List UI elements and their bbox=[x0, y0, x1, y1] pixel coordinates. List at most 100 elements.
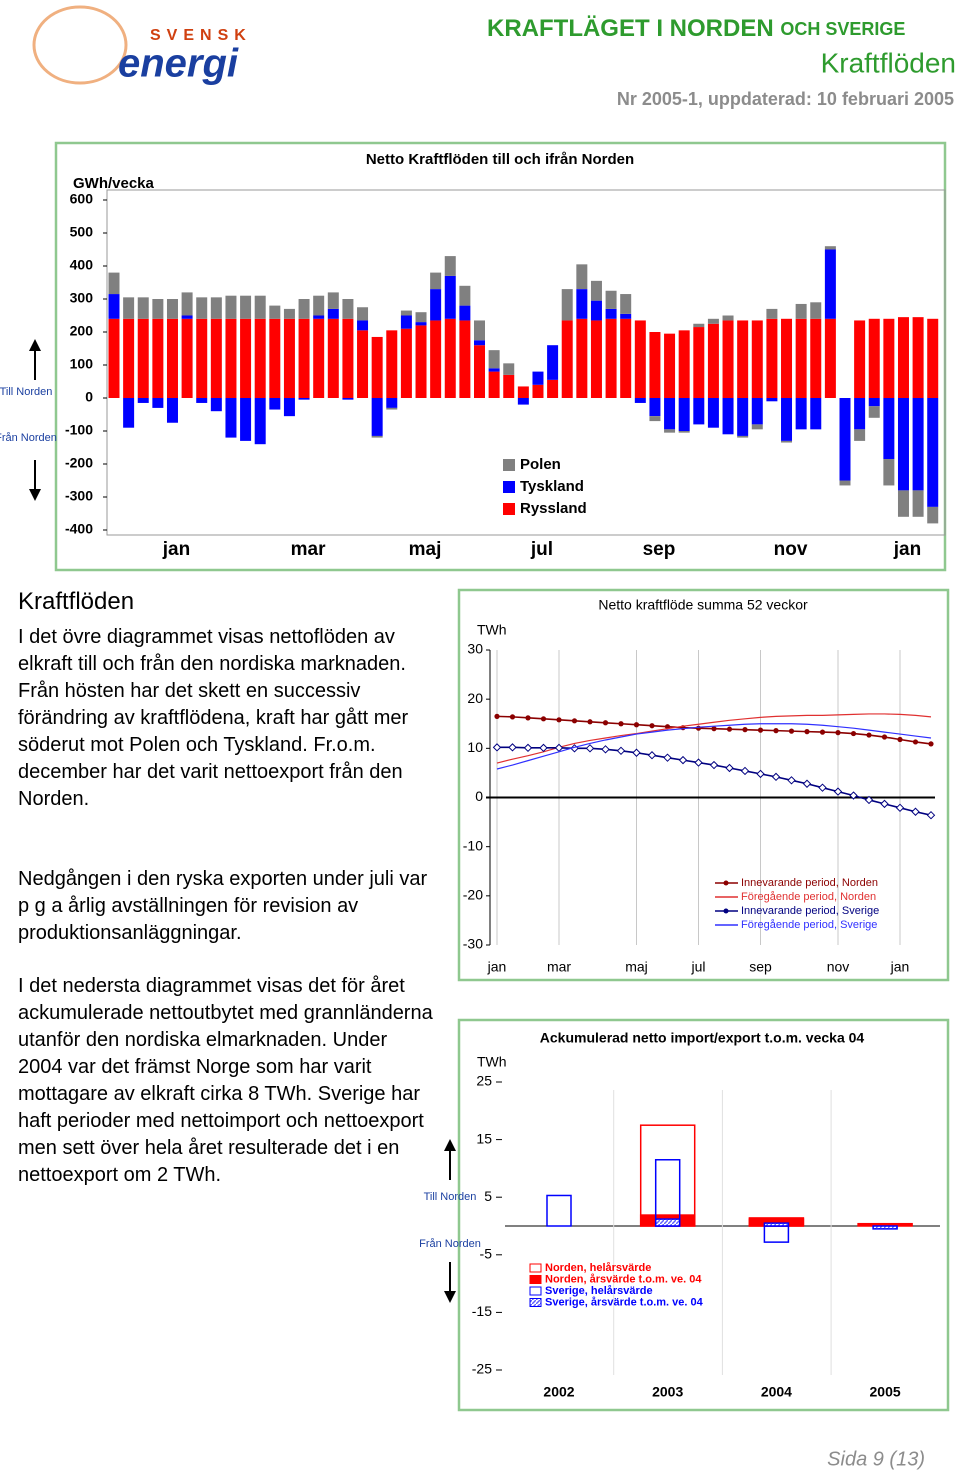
marker bbox=[866, 732, 872, 738]
bar bbox=[488, 350, 500, 369]
legend-swatch bbox=[503, 503, 515, 515]
x-tick-label: jul bbox=[530, 539, 553, 560]
y-tick-label: -200 bbox=[65, 455, 93, 471]
marker bbox=[773, 728, 779, 734]
bar bbox=[152, 299, 164, 319]
bar bbox=[897, 490, 909, 517]
y-tick-label: 15 bbox=[476, 1130, 492, 1146]
marker bbox=[926, 810, 936, 820]
marker bbox=[649, 723, 655, 729]
bar bbox=[108, 318, 120, 398]
bar bbox=[868, 398, 880, 407]
bar bbox=[664, 398, 676, 430]
bar bbox=[400, 315, 412, 329]
chart-title: Netto kraftflöde summa 52 veckor bbox=[598, 597, 808, 613]
bar bbox=[342, 318, 354, 398]
bar bbox=[751, 424, 763, 430]
bar bbox=[839, 480, 851, 486]
bar bbox=[654, 1218, 681, 1227]
marker bbox=[540, 716, 547, 722]
annotation: Till Norden bbox=[0, 386, 52, 398]
bar bbox=[810, 318, 822, 398]
bar bbox=[605, 318, 617, 398]
bar bbox=[444, 256, 456, 276]
bar bbox=[532, 384, 544, 398]
marker bbox=[602, 720, 609, 726]
bar bbox=[400, 310, 412, 316]
logo: SVENSK energi bbox=[32, 5, 252, 86]
paragraph: I det övre diagrammet visas nettoflöden … bbox=[18, 626, 409, 810]
bar bbox=[181, 318, 193, 398]
bar bbox=[634, 320, 646, 398]
marker bbox=[508, 743, 517, 752]
bar bbox=[897, 398, 909, 491]
bar bbox=[327, 318, 339, 398]
bar bbox=[795, 398, 807, 430]
marker bbox=[928, 741, 934, 747]
bar bbox=[342, 398, 354, 400]
marker bbox=[788, 728, 795, 734]
bar bbox=[868, 406, 880, 418]
y-tick-label: -400 bbox=[65, 521, 93, 537]
x-tick-label: sep bbox=[749, 959, 772, 975]
bar bbox=[240, 295, 252, 319]
bar bbox=[532, 371, 544, 385]
bar bbox=[313, 295, 325, 316]
bar bbox=[459, 285, 471, 306]
logo-top: SVENSK bbox=[150, 27, 252, 44]
marker bbox=[849, 791, 858, 800]
marker bbox=[647, 751, 657, 760]
marker bbox=[571, 718, 578, 724]
bar bbox=[137, 318, 149, 398]
marker bbox=[663, 753, 672, 762]
bar bbox=[474, 345, 485, 398]
marker bbox=[850, 730, 857, 737]
paragraph: Nedgången i den ryska exporten under jul… bbox=[18, 868, 428, 944]
marker bbox=[835, 730, 841, 736]
bar bbox=[283, 398, 295, 417]
y-tick-label: 0 bbox=[475, 788, 483, 804]
bar bbox=[225, 295, 237, 319]
marker bbox=[509, 714, 516, 720]
bar bbox=[357, 330, 369, 398]
bar bbox=[722, 315, 734, 321]
bar bbox=[883, 459, 895, 486]
x-tick-label: 2004 bbox=[761, 1384, 792, 1400]
bar bbox=[590, 320, 602, 398]
bar bbox=[576, 289, 588, 319]
bar bbox=[283, 318, 295, 398]
bar bbox=[766, 318, 778, 398]
bar bbox=[649, 416, 661, 422]
x-tick-label: nov bbox=[774, 539, 808, 560]
legend-label: Polen bbox=[520, 456, 561, 473]
y-tick-label: -5 bbox=[480, 1246, 493, 1262]
bar bbox=[444, 275, 456, 319]
marker bbox=[911, 807, 920, 816]
bar bbox=[269, 305, 281, 319]
legend-swatch bbox=[529, 1275, 542, 1284]
bar bbox=[430, 289, 442, 321]
bar bbox=[357, 307, 369, 321]
bar bbox=[240, 398, 252, 441]
y-axis-label: TWh bbox=[477, 622, 507, 638]
x-tick-label: maj bbox=[409, 539, 442, 560]
bar bbox=[897, 317, 909, 398]
y-tick-label: 5 bbox=[484, 1188, 492, 1204]
annotation: Från Norden bbox=[419, 1238, 481, 1250]
sidebar-heading: Kraftflöden bbox=[18, 588, 135, 615]
marker bbox=[819, 729, 826, 735]
bar bbox=[634, 398, 646, 403]
bar bbox=[371, 398, 383, 436]
bar bbox=[722, 320, 734, 398]
marker bbox=[895, 803, 905, 813]
bar bbox=[371, 435, 383, 438]
bar bbox=[590, 280, 602, 301]
bar bbox=[678, 431, 690, 433]
bar bbox=[386, 330, 398, 398]
bar bbox=[415, 322, 427, 326]
bar bbox=[269, 318, 281, 398]
x-tick-label: maj bbox=[625, 959, 648, 975]
y-tick-label: 600 bbox=[70, 191, 94, 207]
bar bbox=[868, 318, 880, 398]
